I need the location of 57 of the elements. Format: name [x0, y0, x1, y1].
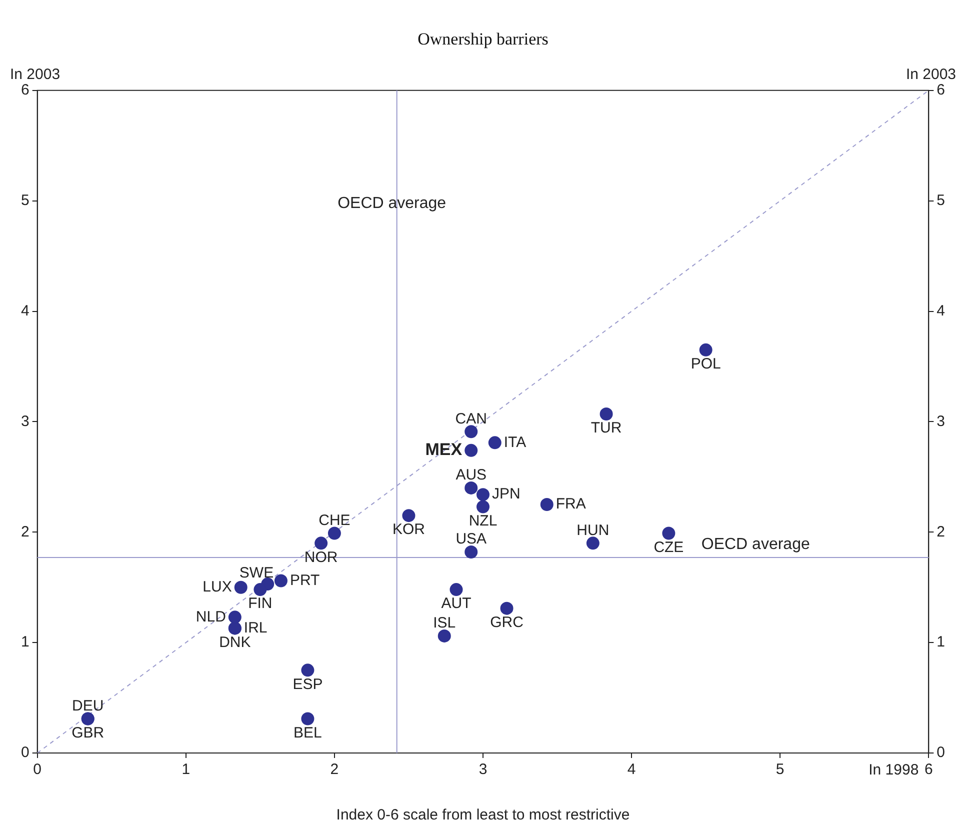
x-tick-label: 4	[627, 761, 636, 778]
series-label: FRA	[556, 496, 586, 513]
x-tick-label: 2	[330, 761, 339, 778]
y-axis-title: In 2003	[10, 66, 60, 84]
series-label: ITA	[504, 434, 526, 451]
series-label: NOR	[304, 548, 338, 566]
series-label: AUT	[441, 595, 472, 612]
y-tick-label: 0	[21, 744, 30, 762]
series-label: CAN	[455, 410, 487, 428]
text: Index 0-6 scale from least to most restrictive	[336, 806, 630, 824]
series-label: AUS	[456, 466, 487, 484]
x-tick-label: 6	[924, 761, 933, 778]
y2-tick-label: 2	[936, 523, 945, 540]
y-tick-label: 1	[21, 634, 30, 651]
series-label: TUR	[590, 420, 622, 437]
series-label: NZL	[468, 512, 498, 530]
y-tick-label: 4	[21, 302, 30, 320]
series-label: LUX	[202, 578, 232, 596]
series-label: IRL	[244, 619, 268, 636]
series-label: DNK	[219, 634, 251, 651]
y2-tick-label: 0	[936, 744, 945, 762]
y2-tick-label: 1	[936, 634, 945, 651]
series-label: KOR	[392, 521, 426, 538]
series-label: HUN	[576, 522, 610, 539]
series-label: BEL	[294, 724, 322, 742]
x-tick-label: 1	[182, 761, 190, 778]
y-tick-label: 5	[21, 192, 30, 209]
y-tick-label: 3	[21, 412, 30, 430]
series-label: NLD	[196, 608, 226, 626]
chart-title: Ownership barriers	[418, 30, 548, 49]
x-tick-label: 5	[776, 761, 784, 778]
y2-tick-label: 6	[936, 82, 945, 99]
y-tick-label: 6	[21, 82, 30, 99]
x-tick-label: 0	[33, 761, 42, 778]
series-label: POL	[690, 356, 721, 373]
y-tick-label: 2	[21, 523, 30, 540]
series-label: FIN	[248, 595, 272, 612]
series-label: ESP	[292, 676, 323, 693]
ref-line-label: OECD average	[701, 536, 810, 553]
series-label: GBR	[72, 724, 104, 742]
series-label: ISL	[433, 614, 456, 632]
ref-line-label: OECD average	[338, 194, 446, 212]
x-tick-label: 3	[478, 761, 488, 778]
series-label: JPN	[492, 486, 520, 503]
x-axis-title: In 1998	[868, 762, 919, 779]
series-label: SWE	[239, 564, 274, 582]
series-label: CZE	[654, 538, 684, 556]
series-label: USA	[456, 530, 487, 548]
series-label: MEX	[425, 440, 463, 460]
y2-tick-label: 5	[936, 192, 945, 209]
series-label: GRC	[490, 614, 524, 631]
y2-tick-label: 3	[936, 412, 945, 430]
y2-axis-title: In 2003	[906, 66, 956, 84]
series-label: CHE	[318, 512, 350, 529]
series-label: DEU	[72, 697, 104, 714]
series-label: PRT	[290, 572, 320, 589]
y2-tick-label: 4	[936, 302, 945, 320]
